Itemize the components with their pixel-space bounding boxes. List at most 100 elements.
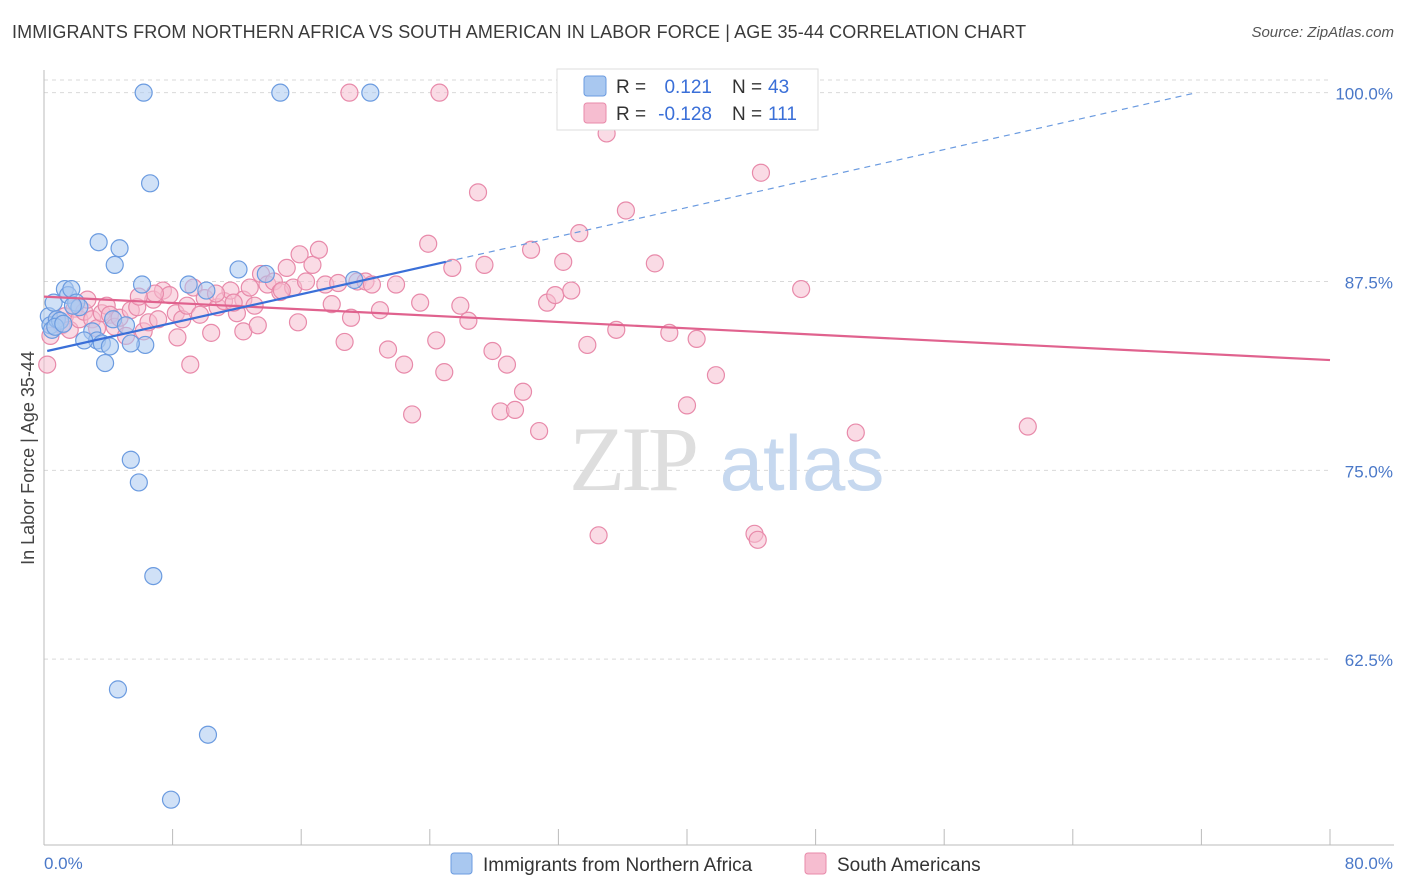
legend-label-northern-africa: Immigrants from Northern Africa	[483, 855, 753, 876]
y-tick-label: 62.5%	[1345, 651, 1393, 670]
south-americans-point	[1018, 417, 1037, 436]
legend-n-label-blue: N =	[732, 77, 762, 98]
source-credit: Source: ZipAtlas.com	[1251, 24, 1394, 41]
y-tick-label: 75.0%	[1345, 462, 1393, 481]
legend-marker-south-americans	[804, 852, 827, 875]
watermark-zip: ZIP	[569, 408, 696, 510]
south-americans-point	[149, 310, 168, 329]
south-americans-point	[459, 311, 478, 330]
y-tick-label: 87.5%	[1345, 274, 1393, 293]
south-americans-point	[751, 163, 771, 182]
south-americans-point	[386, 275, 406, 294]
northern-africa-point	[89, 233, 108, 252]
grid-lines	[44, 79, 1330, 660]
legend-swatch-blue	[583, 75, 607, 97]
south-americans-point	[589, 526, 608, 545]
northern-africa-point	[229, 260, 248, 279]
south-americans-point	[483, 341, 502, 361]
south-americans-point	[248, 316, 267, 335]
legend-n-value-pink: 111	[768, 104, 797, 125]
northern-africa-points	[39, 83, 380, 809]
south-americans-point	[202, 323, 221, 342]
south-americans-point	[38, 355, 57, 374]
northern-africa-point	[121, 334, 140, 353]
south-americans-point	[427, 331, 446, 350]
watermark: ZIP atlas	[569, 408, 884, 510]
northern-africa-point	[100, 337, 120, 356]
south-americans-point	[687, 329, 706, 349]
northern-africa-point	[198, 725, 218, 744]
legend-r-value-pink: -0.128	[658, 104, 712, 125]
northern-africa-point	[105, 255, 124, 274]
northern-africa-point	[63, 296, 83, 315]
x-tick-label: 0.0%	[44, 854, 83, 873]
south-americans-point	[411, 293, 430, 312]
northern-africa-point	[95, 353, 115, 373]
south-americans-point	[329, 273, 348, 293]
axes	[43, 70, 1394, 846]
south-americans-point	[290, 245, 309, 264]
northern-africa-trend-extension	[445, 92, 1197, 263]
legend-n-label-pink: N =	[732, 104, 762, 125]
south-americans-point	[570, 224, 589, 243]
south-americans-point	[378, 340, 398, 359]
south-americans-point	[521, 240, 541, 259]
northern-africa-point	[134, 83, 153, 102]
series-legend: Immigrants from Northern Africa South Am…	[450, 852, 981, 876]
south-americans-point	[546, 285, 565, 305]
south-americans-point	[277, 258, 296, 278]
south-americans-point	[505, 400, 525, 420]
northern-africa-point	[54, 314, 73, 333]
south-americans-point	[296, 272, 316, 291]
south-americans-point	[468, 183, 488, 202]
legend-swatch-pink	[583, 102, 607, 124]
south-americans-point	[554, 252, 573, 271]
northern-africa-point	[179, 275, 198, 294]
south-americans-point	[846, 423, 865, 442]
northern-africa-point	[121, 450, 140, 469]
south-americans-point	[578, 335, 597, 355]
northern-africa-point	[161, 790, 181, 809]
south-americans-point	[177, 296, 197, 315]
northern-africa-point	[361, 83, 380, 102]
northern-africa-point	[108, 680, 128, 699]
south-americans-point	[475, 255, 494, 274]
south-americans-point	[513, 382, 533, 401]
northern-africa-point	[197, 281, 216, 300]
chart-title: IMMIGRANTS FROM NORTHERN AFRICA VS SOUTH…	[12, 22, 1027, 42]
south-americans-point	[335, 332, 354, 352]
south-americans-point	[240, 278, 259, 297]
south-americans-point	[341, 308, 361, 327]
legend-r-value-blue: 0.121	[664, 77, 712, 98]
south-americans-point	[616, 201, 636, 220]
south-americans-point	[419, 234, 438, 253]
south-americans-point	[288, 313, 308, 332]
south-americans-point	[677, 396, 697, 415]
south-americans-point	[451, 296, 470, 315]
south-americans-point	[403, 405, 422, 424]
legend-r-label-pink: R =	[616, 104, 646, 125]
south-americans-point	[435, 363, 454, 382]
south-americans-point	[497, 355, 517, 374]
y-tick-labels: 62.5% 75.0% 87.5% 100.0%	[1335, 85, 1393, 671]
south-americans-trend-line	[43, 295, 1331, 362]
south-americans-points	[38, 83, 1037, 549]
northern-africa-point	[271, 83, 290, 102]
x-tick-labels: 0.0% 80.0%	[44, 854, 1393, 873]
south-americans-point	[792, 279, 811, 299]
y-tick-label: 100.0%	[1335, 85, 1393, 104]
northern-africa-point	[110, 239, 129, 258]
south-americans-point	[322, 295, 341, 314]
south-americans-point	[645, 254, 664, 273]
south-americans-point	[303, 255, 322, 274]
legend-label-south-americans: South Americans	[837, 855, 981, 876]
y-axis-label: In Labor Force | Age 35-44	[18, 351, 38, 565]
x-tick-label: 80.0%	[1345, 854, 1393, 873]
south-americans-point	[340, 83, 359, 102]
trend-lines	[43, 92, 1331, 362]
south-americans-point	[168, 328, 187, 347]
south-americans-point	[443, 258, 462, 278]
legend-n-value-blue: 43	[768, 77, 789, 98]
legend-marker-northern-africa	[450, 852, 473, 875]
